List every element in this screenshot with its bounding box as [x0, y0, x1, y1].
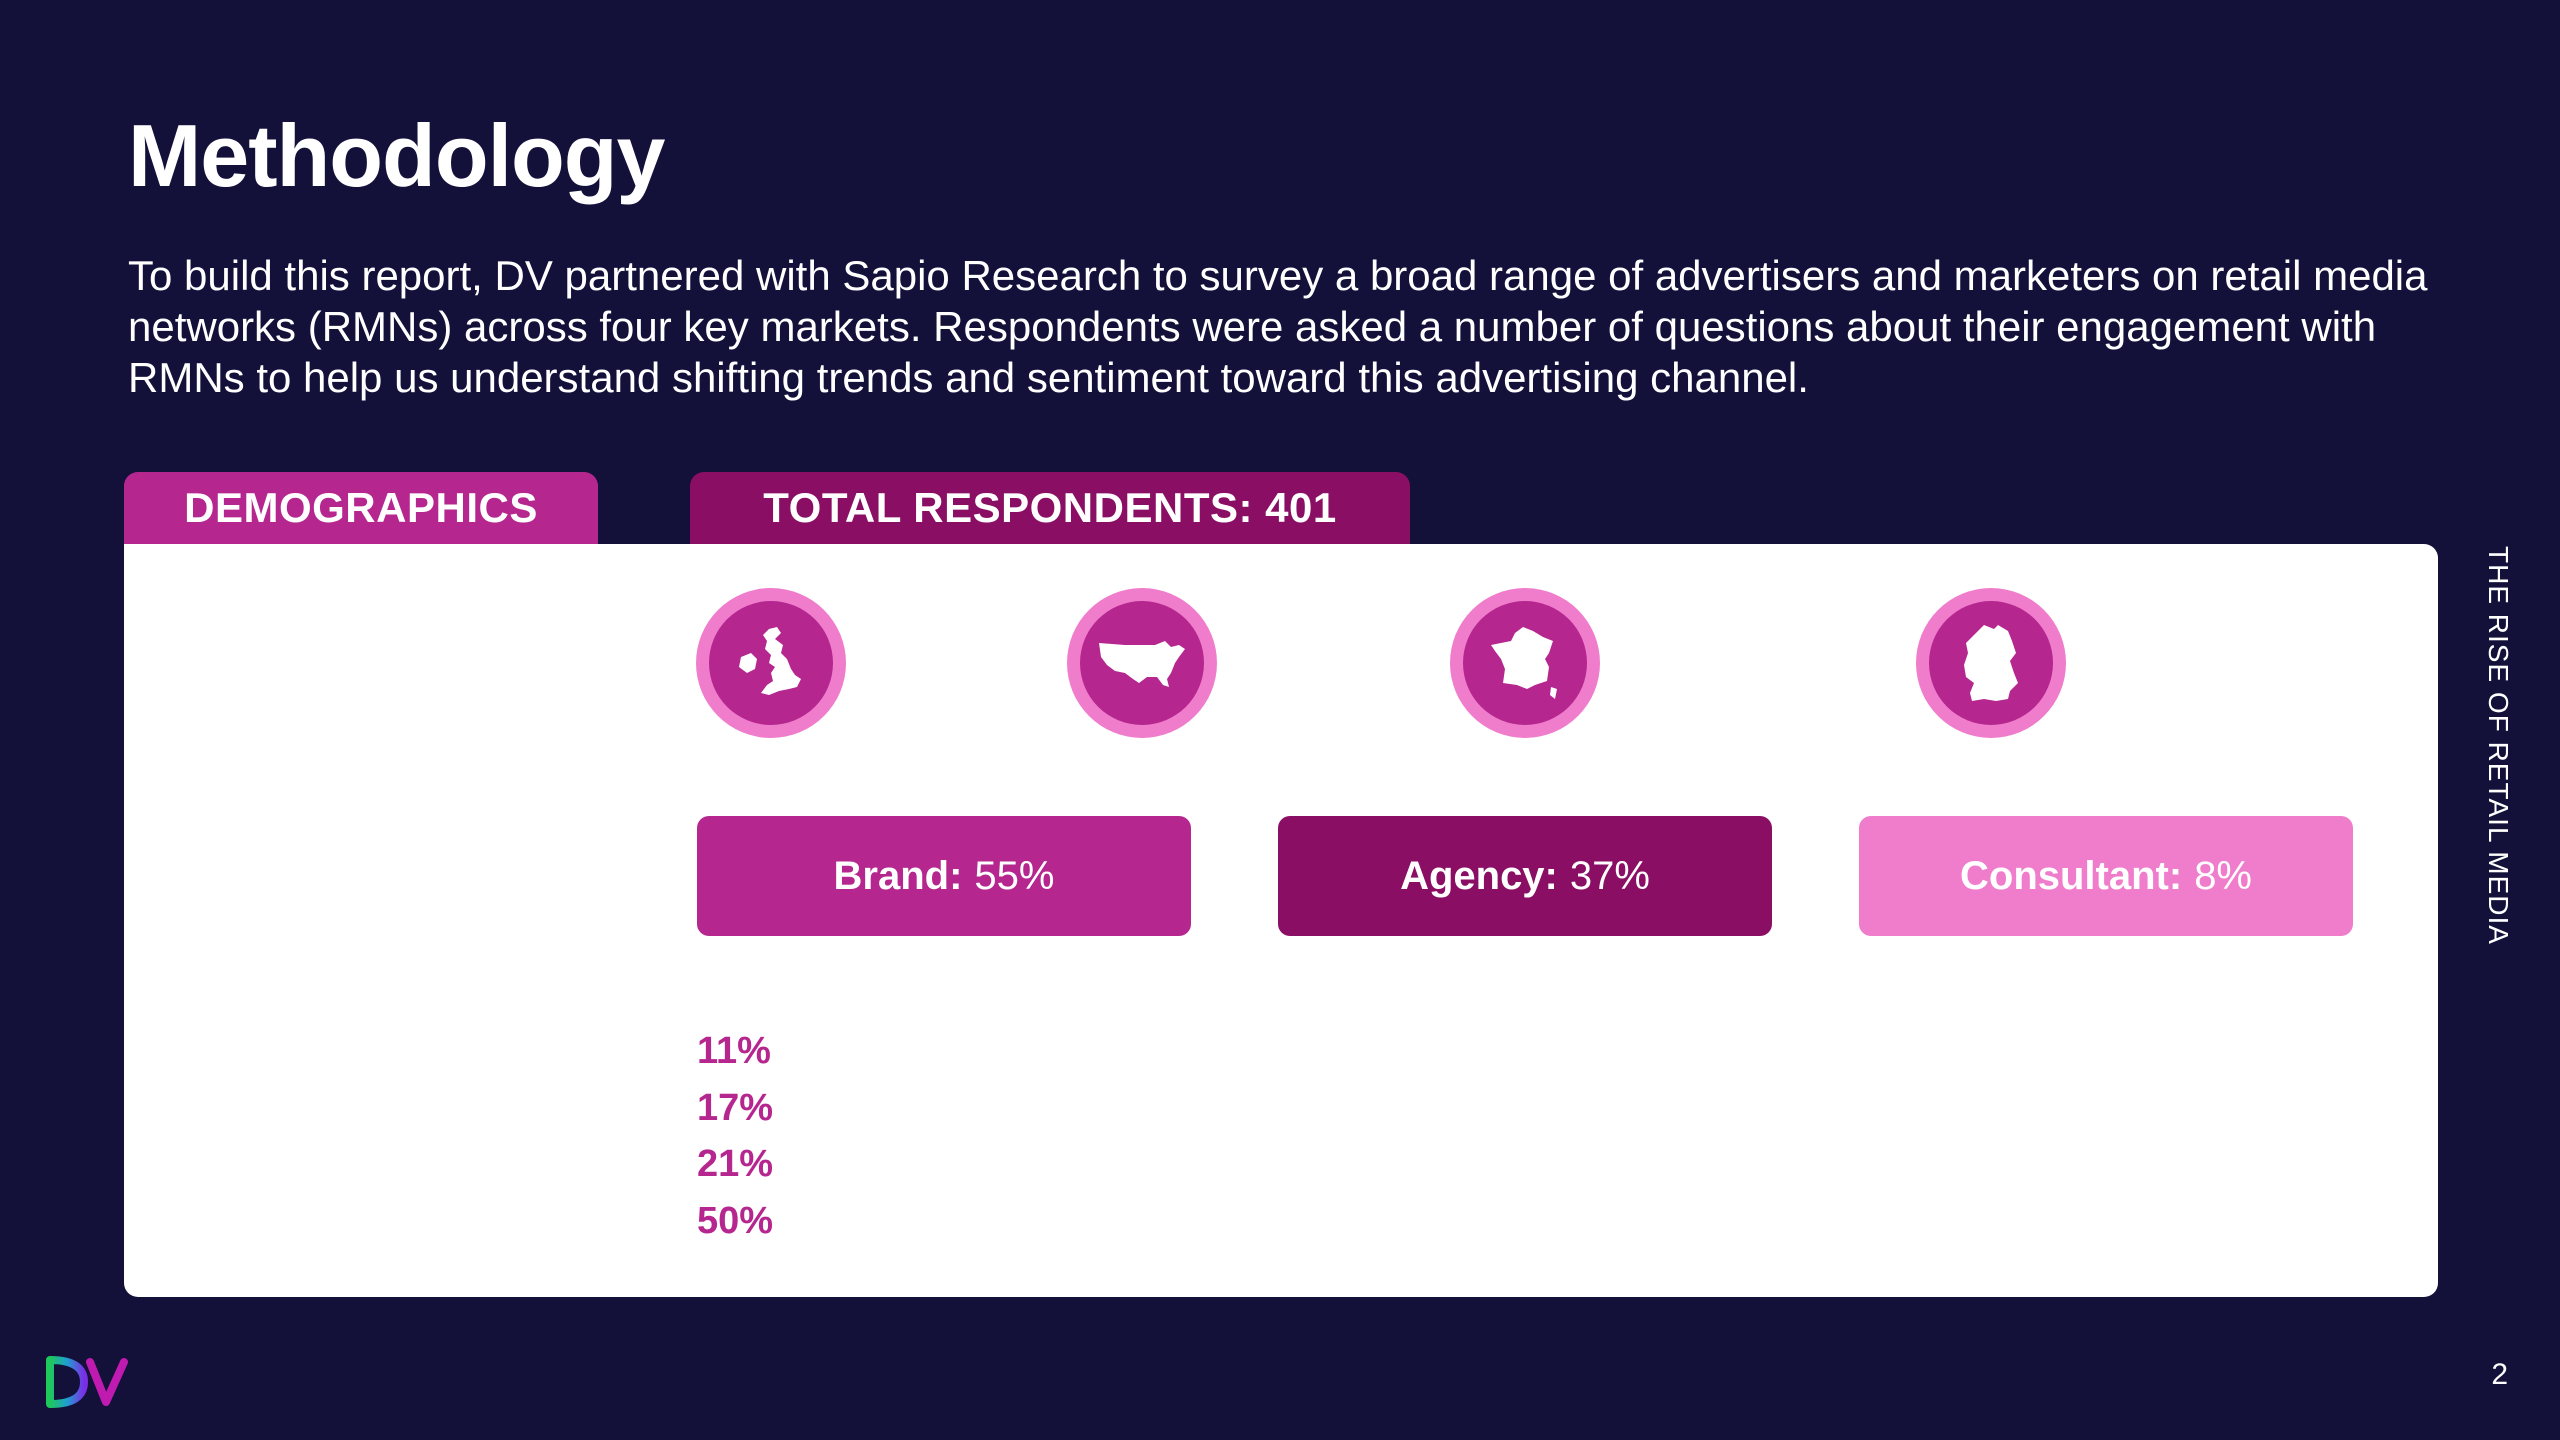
uk-map-icon — [739, 627, 801, 695]
page-title: Methodology — [128, 106, 665, 205]
role-consultant-value: 8% — [2194, 853, 2252, 898]
germany-map-icon — [1964, 625, 2018, 701]
page-number: 2 — [2491, 1358, 2508, 1391]
role-brand-value: 55% — [974, 853, 1055, 898]
role-agency: Agency: 37% — [1278, 816, 1772, 936]
role-brand: Brand: 55% — [697, 816, 1191, 936]
germany-flag-badge — [1916, 588, 2066, 738]
percentage-item: 50% — [697, 1200, 774, 1242]
france-map-icon — [1491, 627, 1557, 699]
percentage-item: 21% — [697, 1143, 774, 1185]
percentage-item: 17% — [697, 1087, 774, 1129]
role-brand-label: Brand: — [833, 853, 963, 898]
usa-map-icon — [1099, 641, 1185, 687]
tab-demographics: DEMOGRAPHICS — [124, 472, 598, 544]
role-consultant: Consultant: 8% — [1859, 816, 2353, 936]
side-label: THE RISE OF RETAIL MEDIA — [2483, 546, 2514, 945]
dv-logo-icon — [46, 1356, 128, 1408]
france-flag-badge — [1450, 588, 1600, 738]
intro-paragraph: To build this report, DV partnered with … — [128, 252, 2428, 401]
usa-flag-badge — [1067, 588, 1217, 738]
role-agency-value: 37% — [1569, 853, 1650, 898]
percentage-item: 11% — [697, 1030, 771, 1072]
role-agency-label: Agency: — [1400, 853, 1558, 898]
uk-flag-badge — [696, 588, 846, 738]
role-consultant-label: Consultant: — [1960, 853, 2183, 898]
tab-total-respondents: TOTAL RESPONDENTS: 401 — [690, 472, 1410, 544]
